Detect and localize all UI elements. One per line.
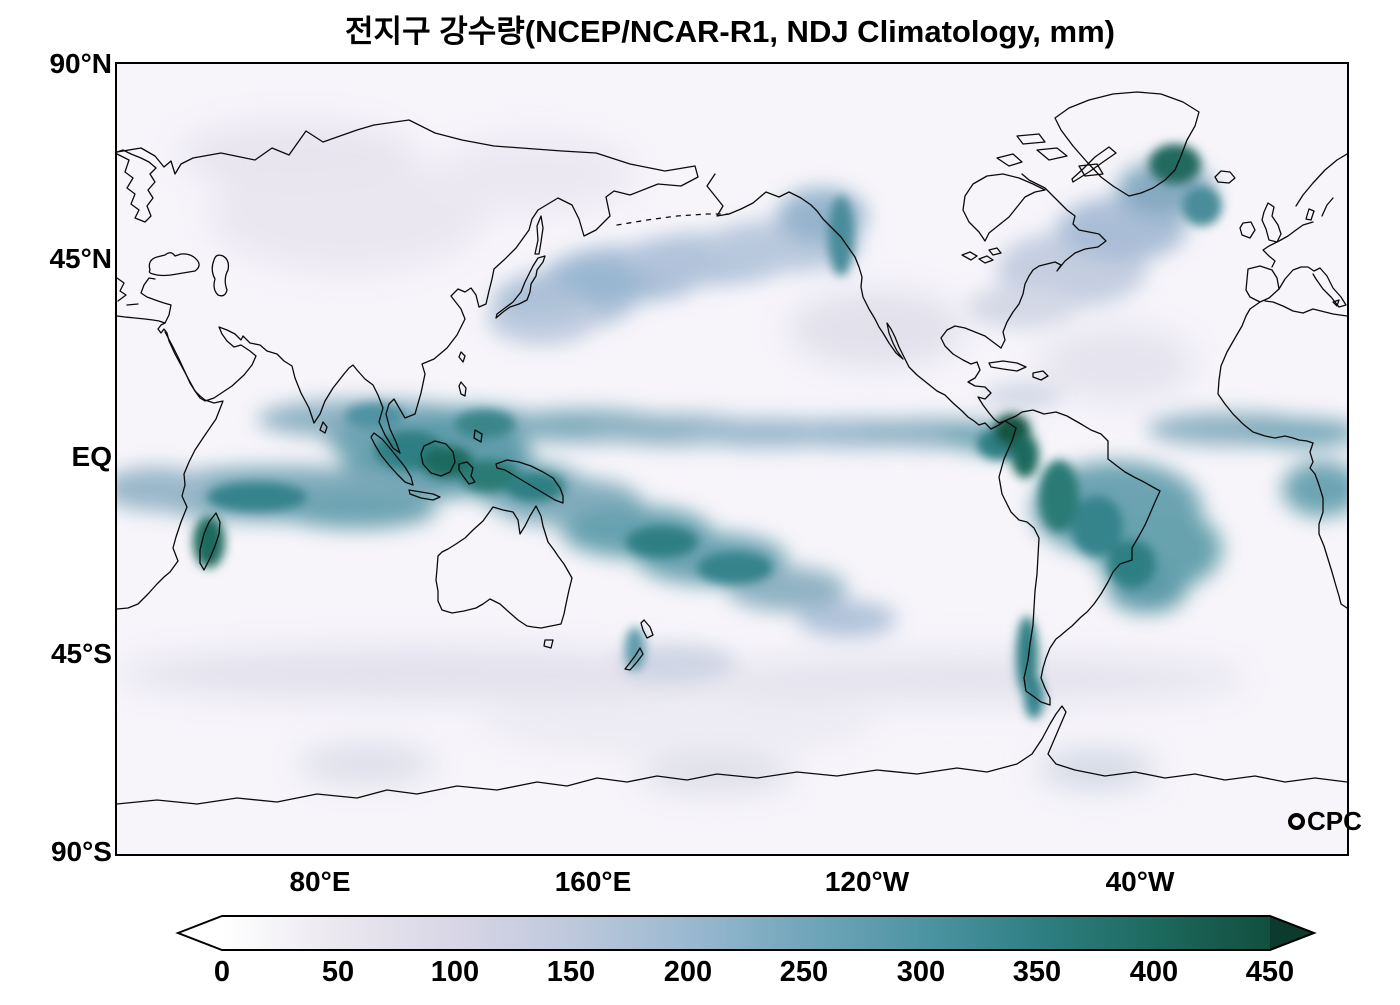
coastline-borneo: [420, 440, 456, 477]
cpc-logo: CPC: [1288, 806, 1362, 837]
xtick-120w: 120°W: [824, 866, 910, 897]
coastline-baltic: [117, 149, 157, 223]
xtick-160e: 160°E: [554, 866, 632, 897]
cbar-tick-50: 50: [321, 956, 355, 988]
coastline-sri-lanka: [319, 421, 328, 434]
coastline-great-lakes: [961, 247, 1002, 264]
ytick-90n: 90°N: [49, 48, 112, 79]
coastline-north-america-west: [706, 173, 1006, 430]
cbar-tick-0: 0: [213, 956, 231, 988]
ytick-45s: 45°S: [50, 638, 112, 669]
xtick-80e: 80°E: [289, 866, 351, 897]
colorbar-gradient: [222, 916, 1270, 950]
coastline-sumatra: [370, 432, 414, 486]
coastline-eurasia: [117, 119, 699, 454]
coastline-australia: [435, 505, 573, 629]
coastline-iberia: [1245, 265, 1280, 303]
coastline-iceland: [1214, 170, 1236, 184]
coastlines-layer: [117, 91, 1347, 805]
precip-faint-layer: [117, 119, 1247, 792]
cbar-tick-400: 400: [1129, 956, 1179, 988]
coastline-taiwan: [458, 351, 466, 363]
coastline-norway: [1295, 153, 1347, 207]
ytick-90s: 90°S: [50, 836, 112, 867]
coastline-sicily: [1332, 299, 1340, 307]
coastline-med-europe: [1278, 266, 1347, 308]
coastline-black-sea: [148, 252, 200, 277]
cbar-tick-250: 250: [779, 956, 829, 988]
cbar-tick-450: 450: [1245, 956, 1295, 988]
cbar-tick-150: 150: [546, 956, 596, 988]
coastline-hispaniola: [1032, 370, 1049, 381]
coastline-uk: [1261, 202, 1282, 243]
coastline-madagascar: [199, 512, 221, 571]
colorbar-over-arrow: [1270, 916, 1314, 950]
chart-title: 전지구 강수량(NCEP/NCAR-R1, NDJ Climatology, m…: [345, 14, 1115, 49]
cbar-tick-350: 350: [1012, 956, 1062, 988]
coastline-arctic-islands: [996, 133, 1117, 183]
coastline-aleutians: [616, 213, 730, 226]
colorbar-under-arrow: [178, 916, 222, 950]
coastline-south-america: [998, 409, 1161, 706]
coastline-hudson-bay: [962, 173, 1046, 242]
coastline-japan: [495, 255, 546, 319]
coastline-tasmania: [543, 639, 554, 649]
coastline-north-africa-west: [1264, 300, 1347, 317]
ytick-eq: EQ: [71, 441, 112, 472]
coastline-new-guinea: [495, 459, 564, 504]
coastline-sulawesi: [458, 461, 476, 485]
ytick-45n: 45°N: [49, 243, 112, 274]
coastline-west-africa: [1217, 301, 1347, 609]
cbar-tick-100: 100: [430, 956, 480, 988]
cbar-tick-200: 200: [663, 956, 713, 988]
coastline-greenland: [1054, 91, 1200, 197]
coastline-greece: [117, 277, 127, 302]
coastline-denmark: [1305, 208, 1315, 221]
coastline-east-africa: [117, 331, 224, 610]
coastline-crete: [126, 303, 139, 306]
coastline-west-europe: [1262, 221, 1314, 268]
coastline-ireland: [1239, 221, 1256, 239]
coastline-caspian: [211, 254, 230, 297]
coastline-philippines: [458, 381, 483, 443]
coastline-sweden: [1321, 197, 1334, 217]
xtick-40w: 40°W: [1105, 866, 1175, 897]
cbar-tick-300: 300: [896, 956, 946, 988]
coastline-java: [408, 489, 441, 501]
cpc-logo-label: CPC: [1307, 806, 1362, 836]
coastline-gulf-caribbean: [940, 325, 1006, 424]
coastline-antarctica: [117, 705, 1347, 805]
cpc-globe-icon: [1288, 813, 1305, 830]
coastline-cuba: [988, 360, 1027, 372]
colorbar-outline: [175, 915, 1317, 951]
map-panel: [115, 62, 1349, 856]
coastline-sakhalin: [534, 215, 544, 255]
coastline-new-zealand: [624, 619, 654, 671]
world-precip-map: [117, 64, 1347, 854]
coastline-egypt: [117, 315, 166, 324]
colorbar: [175, 915, 1317, 951]
coastline-north-america-east: [1000, 173, 1107, 349]
